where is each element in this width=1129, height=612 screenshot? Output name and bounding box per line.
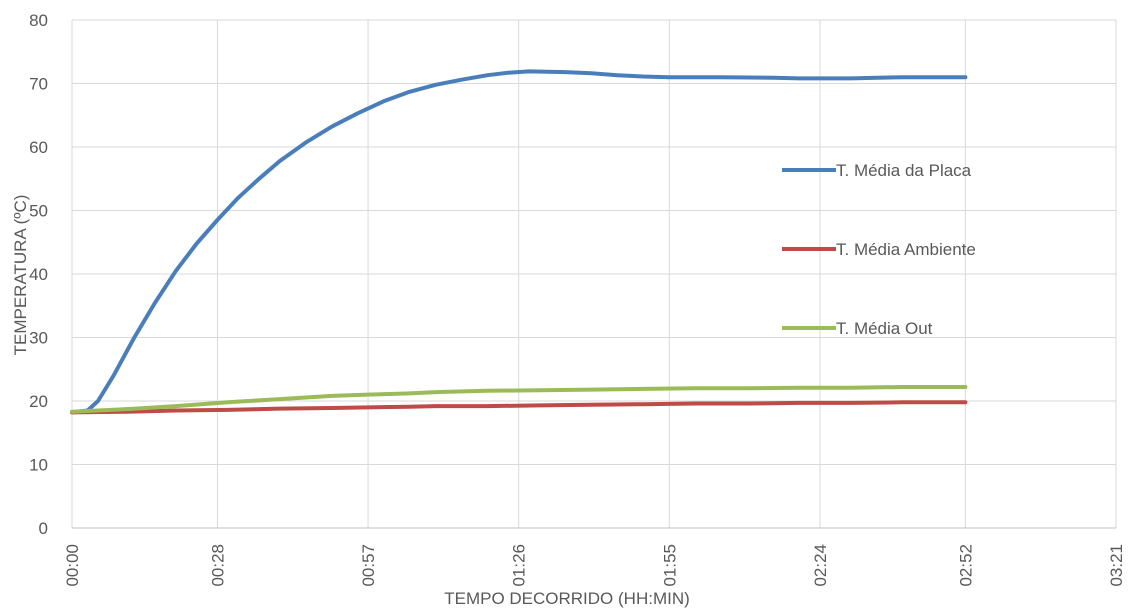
x-tick-label: 00:28	[208, 544, 227, 587]
series-line-1	[70, 69, 968, 415]
x-tick-label: 01:26	[510, 544, 529, 587]
legend-label-2: T. Média Ambiente	[836, 240, 976, 259]
y-tick-label: 0	[39, 519, 48, 538]
y-axis-title: TEMPERATURA (ºC)	[11, 195, 30, 356]
x-tick-label: 01:55	[660, 544, 679, 587]
legend: T. Média da Placa T. Média Ambiente T. Méd…	[782, 161, 976, 338]
y-tick-labels: 0 10 20 30 40 50 60 70 80	[29, 11, 48, 538]
series-line-2	[70, 400, 968, 415]
x-tick-label: 00:57	[359, 544, 378, 587]
legend-label-3: T. Média Out	[836, 319, 933, 338]
y-tick-label: 80	[29, 11, 48, 30]
y-tick-label: 60	[29, 138, 48, 157]
legend-label-1: T. Média da Placa	[836, 161, 972, 180]
y-tick-label: 40	[29, 265, 48, 284]
x-tick-label: 03:21	[1107, 544, 1126, 587]
y-tick-label: 10	[29, 456, 48, 475]
y-tick-label: 50	[29, 202, 48, 221]
x-axis-title: TEMPO DECORRIDO (HH:MIN)	[444, 589, 690, 608]
y-tick-label: 70	[29, 75, 48, 94]
gridlines	[71, 19, 1117, 529]
x-tick-label: 02:52	[956, 544, 975, 587]
y-tick-label: 20	[29, 392, 48, 411]
series-line-3	[70, 385, 968, 414]
x-tick-label: 00:00	[63, 544, 82, 587]
x-tick-label: 02:24	[811, 544, 830, 587]
y-tick-label: 30	[29, 329, 48, 348]
x-tick-labels: 00:00 00:28 00:57 01:26 01:55 02:24 02:52 03:21	[63, 544, 1126, 587]
series-lines	[70, 69, 968, 415]
